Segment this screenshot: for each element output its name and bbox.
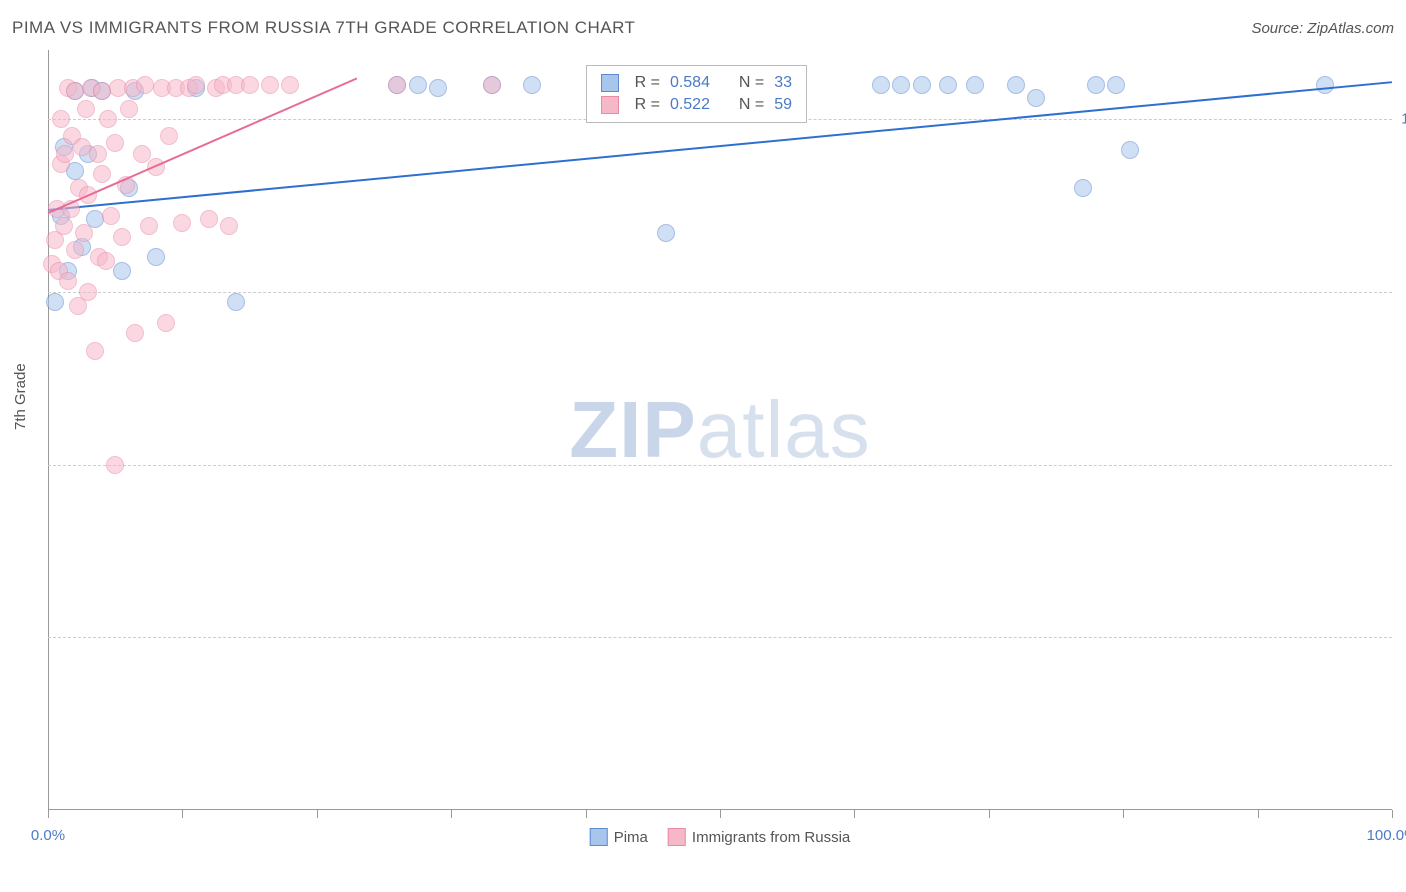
data-point (227, 293, 245, 311)
data-point (106, 134, 124, 152)
y-tick-label: 90.0% (1397, 456, 1406, 473)
data-point (173, 214, 191, 232)
x-tick (586, 810, 587, 818)
gridline (48, 637, 1392, 638)
data-point (99, 110, 117, 128)
x-tick (317, 810, 318, 818)
data-point (55, 217, 73, 235)
data-point (261, 76, 279, 94)
data-point (409, 76, 427, 94)
series-swatch (601, 74, 619, 92)
data-point (113, 228, 131, 246)
data-point (1121, 141, 1139, 159)
y-tick-label: 100.0% (1397, 111, 1406, 128)
stat-n: 59 (774, 96, 792, 114)
stats-legend: R = 0.584 N = 33R = 0.522 N = 59 (586, 65, 807, 123)
chart-title: PIMA VS IMMIGRANTS FROM RUSSIA 7TH GRADE… (12, 18, 635, 38)
gridline (48, 292, 1392, 293)
data-point (136, 76, 154, 94)
data-point (220, 217, 238, 235)
x-tick (720, 810, 721, 818)
data-point (77, 100, 95, 118)
data-point (281, 76, 299, 94)
data-point (1087, 76, 1105, 94)
data-point (147, 248, 165, 266)
x-tick-label: 0.0% (31, 827, 65, 844)
x-tick (451, 810, 452, 818)
data-point (157, 314, 175, 332)
stats-row: R = 0.522 N = 59 (601, 94, 792, 116)
data-point (140, 217, 158, 235)
data-point (187, 76, 205, 94)
legend-item: Pima (590, 828, 648, 846)
stat-n: 33 (774, 74, 792, 92)
x-tick (48, 810, 49, 818)
data-point (120, 100, 138, 118)
stats-row: R = 0.584 N = 33 (601, 72, 792, 94)
stat-label: R = (635, 74, 660, 92)
data-point (102, 207, 120, 225)
stat-r: 0.584 (670, 74, 710, 92)
data-point (200, 210, 218, 228)
data-point (483, 76, 501, 94)
series-swatch (601, 96, 619, 114)
data-point (93, 82, 111, 100)
data-point (52, 110, 70, 128)
data-point (75, 224, 93, 242)
data-point (388, 76, 406, 94)
data-point (160, 127, 178, 145)
stat-label: N = (739, 74, 764, 92)
data-point (429, 79, 447, 97)
legend-swatch (590, 828, 608, 846)
data-point (939, 76, 957, 94)
data-point (1316, 76, 1334, 94)
data-point (523, 76, 541, 94)
x-tick (854, 810, 855, 818)
data-point (126, 324, 144, 342)
y-axis-label: 7th Grade (12, 363, 29, 430)
data-point (241, 76, 259, 94)
x-tick (1123, 810, 1124, 818)
data-point (892, 76, 910, 94)
legend-label: Pima (614, 829, 648, 846)
data-point (966, 76, 984, 94)
stat-r: 0.522 (670, 96, 710, 114)
x-tick (1392, 810, 1393, 818)
y-tick-label: 95.0% (1397, 283, 1406, 300)
data-point (1027, 89, 1045, 107)
stat-label: R = (635, 96, 660, 114)
data-point (913, 76, 931, 94)
data-point (113, 262, 131, 280)
legend: Pima Immigrants from Russia (590, 828, 851, 846)
data-point (1007, 76, 1025, 94)
data-point (79, 283, 97, 301)
legend-item: Immigrants from Russia (668, 828, 850, 846)
data-point (46, 293, 64, 311)
plot-border (48, 50, 1392, 810)
scatter-plot: ZIPatlas 85.0%90.0%95.0%100.0%0.0%100.0%… (48, 50, 1392, 810)
data-point (872, 76, 890, 94)
data-point (93, 165, 111, 183)
data-point (66, 241, 84, 259)
source-label: Source: ZipAtlas.com (1251, 20, 1394, 37)
x-tick (182, 810, 183, 818)
legend-swatch (668, 828, 686, 846)
x-tick (1258, 810, 1259, 818)
y-tick-label: 85.0% (1397, 629, 1406, 646)
data-point (106, 456, 124, 474)
data-point (1107, 76, 1125, 94)
x-tick (989, 810, 990, 818)
data-point (657, 224, 675, 242)
data-point (66, 82, 84, 100)
data-point (1074, 179, 1092, 197)
data-point (86, 342, 104, 360)
gridline (48, 465, 1392, 466)
stat-label: N = (739, 96, 764, 114)
data-point (59, 272, 77, 290)
legend-label: Immigrants from Russia (692, 829, 850, 846)
data-point (97, 252, 115, 270)
data-point (89, 145, 107, 163)
x-tick-label: 100.0% (1367, 827, 1406, 844)
